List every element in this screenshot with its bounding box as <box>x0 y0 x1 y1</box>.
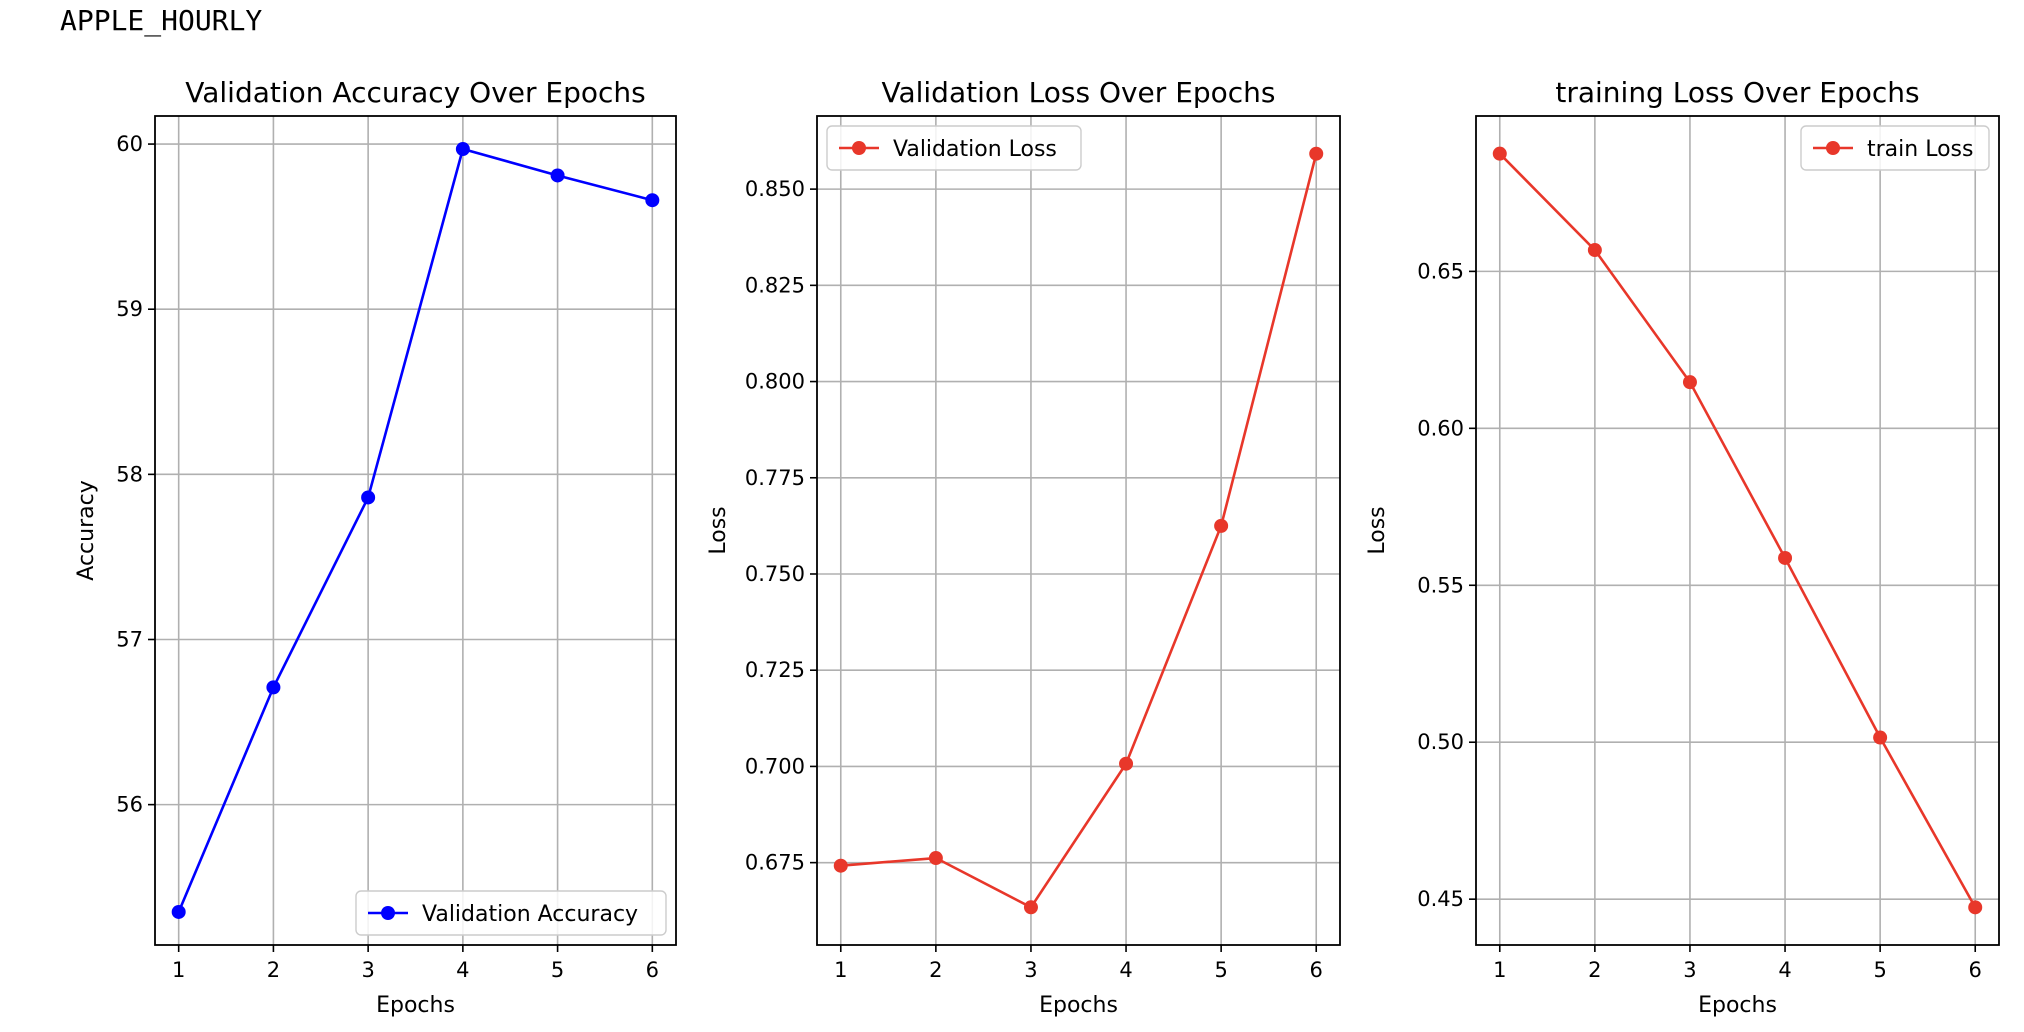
y-axis-label: Loss <box>706 506 731 554</box>
chart-panel-3: 1 2 3 4 5 6 0.45 0.50 0.55 0.60 0.65 training Loss … <box>1365 76 2000 1018</box>
x-tick-label: 1 <box>834 958 847 982</box>
data-point <box>1587 243 1602 258</box>
data-point <box>1214 518 1229 533</box>
y-tick-label: 0.725 <box>745 658 805 682</box>
data-point <box>1492 146 1507 161</box>
data-point <box>1778 550 1793 565</box>
x-tick-label: 2 <box>1588 958 1601 982</box>
y-tick-label: 60 <box>116 132 143 156</box>
y-tick-label: 0.750 <box>745 562 805 586</box>
data-point <box>266 680 281 695</box>
y-tick-label: 0.700 <box>745 754 805 778</box>
data-point <box>455 142 470 157</box>
x-tick-label: 2 <box>267 958 280 982</box>
legend-box <box>826 125 1082 171</box>
y-axis-label: Accuracy <box>74 480 99 580</box>
x-tick-label: 6 <box>646 958 659 982</box>
legend-box <box>1800 125 1990 171</box>
y-tick-label: 0.55 <box>1417 573 1464 597</box>
figure-header: APPLE_HOURLY <box>60 4 263 37</box>
x-tick-label: 5 <box>1214 958 1227 982</box>
chart-title: training Loss Over Epochs <box>1555 76 1919 109</box>
x-tick-label: 3 <box>1024 958 1037 982</box>
legend-label: train Loss <box>1867 137 1973 162</box>
data-point <box>1023 900 1038 915</box>
x-tick-label: 6 <box>1969 958 1982 982</box>
y-tick-label: 0.50 <box>1417 730 1464 754</box>
data-point <box>1873 730 1888 745</box>
data-point <box>928 851 943 866</box>
y-tick-label: 0.850 <box>745 177 805 201</box>
legend-marker <box>381 906 395 920</box>
series-line <box>840 153 1318 909</box>
data-point <box>550 168 565 183</box>
x-axis-label: Epochs <box>1039 993 1118 1018</box>
plot-frame <box>816 115 1341 946</box>
y-tick-label: 0.45 <box>1417 887 1464 911</box>
y-tick-label: 0.800 <box>745 370 805 394</box>
x-tick-label: 4 <box>1778 958 1791 982</box>
legend-label: Validation Loss <box>893 137 1057 162</box>
legend-label: Validation Accuracy <box>422 902 638 927</box>
y-axis-label: Loss <box>1365 506 1390 554</box>
y-tick-label: 0.675 <box>745 851 805 875</box>
data-point <box>1119 756 1134 771</box>
chart-title: Validation Loss Over Epochs <box>881 76 1275 109</box>
y-tick-label: 58 <box>116 462 143 486</box>
y-tick-label: 0.775 <box>745 466 805 490</box>
plot-frame <box>1475 115 2000 946</box>
data-point <box>361 490 376 505</box>
x-axis-label: Epochs <box>1698 993 1777 1018</box>
y-tick-label: 0.65 <box>1417 259 1464 283</box>
series-line <box>1498 152 1977 908</box>
x-tick-label: 3 <box>361 958 374 982</box>
data-point <box>171 904 186 919</box>
y-tick-label: 0.60 <box>1417 416 1464 440</box>
chart-panel-2: 1 2 3 4 5 6 0.675 0.700 0.725 0.750 0.775 0.800 0.82… <box>706 76 1341 1018</box>
x-tick-label: 4 <box>456 958 469 982</box>
legend: train Loss <box>1800 125 1990 171</box>
plot-frame <box>154 115 677 946</box>
x-tick-label: 1 <box>172 958 185 982</box>
x-tick-label: 5 <box>1873 958 1886 982</box>
data-point <box>1309 146 1324 161</box>
data-point <box>833 858 848 873</box>
legend-marker <box>1826 141 1840 155</box>
legend: Validation Accuracy <box>355 890 667 936</box>
data-point <box>1968 900 1983 915</box>
x-tick-label: 5 <box>551 958 564 982</box>
y-tick-label: 56 <box>116 793 143 817</box>
legend-box <box>355 890 667 936</box>
y-tick-label: 0.825 <box>745 273 805 297</box>
y-tick-label: 57 <box>116 627 143 651</box>
data-point <box>645 193 660 208</box>
chart-title: Validation Accuracy Over Epochs <box>185 76 645 109</box>
x-tick-label: 3 <box>1683 958 1696 982</box>
x-axis-label: Epochs <box>376 993 455 1018</box>
x-tick-label: 4 <box>1119 958 1132 982</box>
x-tick-label: 6 <box>1310 958 1323 982</box>
x-tick-label: 2 <box>929 958 942 982</box>
series-line <box>177 147 653 913</box>
data-point <box>1682 375 1697 390</box>
legend: Validation Loss <box>826 125 1082 171</box>
x-tick-label: 1 <box>1493 958 1506 982</box>
legend-marker <box>852 141 866 155</box>
y-tick-label: 59 <box>116 297 143 321</box>
